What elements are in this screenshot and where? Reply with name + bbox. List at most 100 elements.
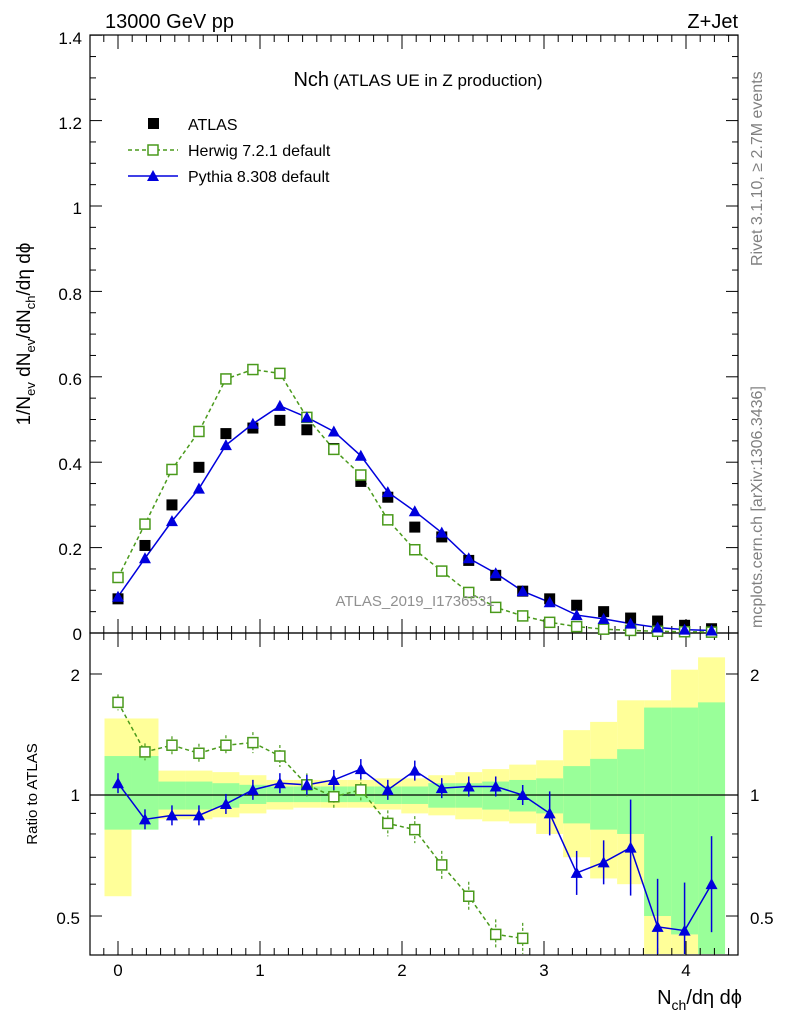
pythia-point	[273, 399, 286, 411]
pythia-ratio-point	[705, 878, 718, 890]
pythia-point	[138, 552, 151, 564]
herwig-point	[166, 463, 178, 476]
pythia-ratio-point	[543, 807, 556, 819]
legend-pythia-label: Pythia 8.308 default	[188, 169, 330, 186]
pythia-ratio-point	[273, 777, 286, 789]
y-tick-label: 1.4	[58, 29, 82, 48]
herwig-point	[139, 518, 151, 530]
pythia-point	[165, 515, 178, 527]
pythia-point	[705, 624, 718, 636]
herwig-point	[489, 601, 502, 614]
pythia-ratio-point	[354, 763, 367, 775]
axis-ticks	[90, 34, 738, 955]
pythia-point	[462, 552, 475, 564]
legend-herwig-marker	[147, 144, 159, 156]
atlas-point	[193, 461, 205, 473]
atlas-point	[571, 599, 583, 611]
pythia-ratio-point	[651, 920, 664, 932]
plot-title: Nch (ATLAS UE in Z production)	[293, 69, 542, 91]
x-tick-labels: 0 1 2 3 4	[113, 961, 690, 980]
pythia-ratio-point	[678, 924, 691, 936]
pythia-point	[678, 623, 691, 635]
rivet-version-label: Rivet 3.1.10, ≥ 2.7M events	[749, 71, 766, 266]
x-tick-label: 3	[539, 961, 548, 980]
pythia-point	[408, 505, 421, 517]
herwig-point	[409, 543, 421, 556]
ratio-series	[112, 694, 718, 954]
herwig-point	[193, 425, 205, 438]
pythia-ratio-point	[138, 813, 151, 825]
herwig-point	[462, 586, 475, 599]
herwig-point	[220, 373, 232, 385]
header-right-label: Z+Jet	[687, 11, 738, 33]
atlas-point	[652, 615, 664, 627]
y-tick-label: 1	[73, 199, 82, 218]
herwig-ratio-point	[355, 784, 367, 796]
mcplots-reference-label: mcplots.cern.ch [arXiv:1306.3436]	[749, 386, 766, 628]
herwig-point	[543, 616, 556, 629]
ratio-uncertainty-bands	[90, 657, 738, 954]
pythia-point	[381, 486, 394, 498]
legend-pythia-marker	[147, 170, 159, 181]
pythia-point	[597, 612, 610, 624]
pythia-point	[246, 417, 259, 429]
ratio-y-tick-label: 0.5	[56, 909, 80, 928]
pythia-ratio-point	[435, 782, 448, 794]
herwig-ratio-point	[112, 696, 124, 709]
atlas-point	[139, 539, 151, 551]
herwig-ratio-point	[220, 739, 232, 751]
legend-herwig-label: Herwig 7.2.1 default	[188, 143, 331, 160]
herwig-ratio-point	[382, 817, 394, 830]
pythia-point	[543, 596, 556, 608]
herwig-ratio-point	[328, 791, 340, 803]
pythia-point	[354, 449, 367, 461]
pythia-ratio-point	[192, 809, 205, 821]
pythia-point	[651, 621, 664, 633]
y-tick-label: 0.8	[58, 285, 82, 304]
pythia-point	[327, 425, 340, 437]
herwig-point	[436, 565, 448, 577]
x-tick-label: 4	[681, 961, 690, 980]
herwig-ratio-point	[139, 746, 151, 758]
legend-atlas-label: ATLAS	[188, 117, 238, 134]
herwig-ratio-point	[516, 932, 529, 945]
pythia-point	[192, 482, 205, 494]
herwig-ratio-point	[247, 736, 259, 749]
pythia-ratio-point	[300, 778, 313, 790]
pythia-point	[112, 590, 124, 602]
y-tick-label: 0.2	[58, 540, 82, 559]
pythia-ratio-point	[516, 789, 529, 800]
analysis-watermark: ATLAS_2019_I1736531	[335, 593, 494, 610]
atlas-point	[220, 428, 232, 440]
pythia-ratio-point	[408, 764, 421, 776]
atlas-point	[382, 491, 394, 503]
pythia-ratio-point	[112, 777, 124, 789]
pythia-ratio-point	[381, 783, 394, 795]
herwig-ratio-point	[274, 750, 286, 762]
ratio-green-band	[266, 786, 294, 803]
y-tick-label: 0.6	[58, 370, 82, 389]
x-tick-label: 1	[255, 961, 264, 980]
ratio-y-tick-label-right: 0.5	[750, 909, 774, 928]
pythia-ratio-point	[246, 783, 259, 795]
pythia-ratio-point	[219, 797, 232, 809]
main-series	[112, 363, 718, 638]
header-left-label: 13000 GeV pp	[105, 11, 234, 33]
x-tick-label: 0	[113, 961, 122, 980]
atlas-point	[355, 475, 367, 487]
ratio-y-tick-label-right: 1	[750, 786, 759, 805]
herwig-point	[112, 571, 124, 584]
herwig-ratio-line	[117, 702, 523, 940]
legend-atlas-marker	[148, 118, 159, 129]
ratio-plot-frame	[89, 632, 739, 956]
atlas-point	[274, 414, 286, 426]
herwig-point	[382, 514, 394, 526]
ratio-y-tick-label: 2	[71, 666, 80, 685]
pythia-ratio-point	[597, 856, 610, 868]
main-y-axis-title: 1/Nev dNev/dNch/dη dϕ	[14, 243, 38, 426]
herwig-ratio-point	[436, 859, 448, 871]
ratio-y-tick-labels: 0.5 1 2 0.5 1 2	[56, 666, 773, 928]
herwig-point	[570, 620, 583, 633]
ratio-y-tick-label: 1	[71, 786, 80, 805]
pythia-ratio-point	[624, 841, 637, 853]
